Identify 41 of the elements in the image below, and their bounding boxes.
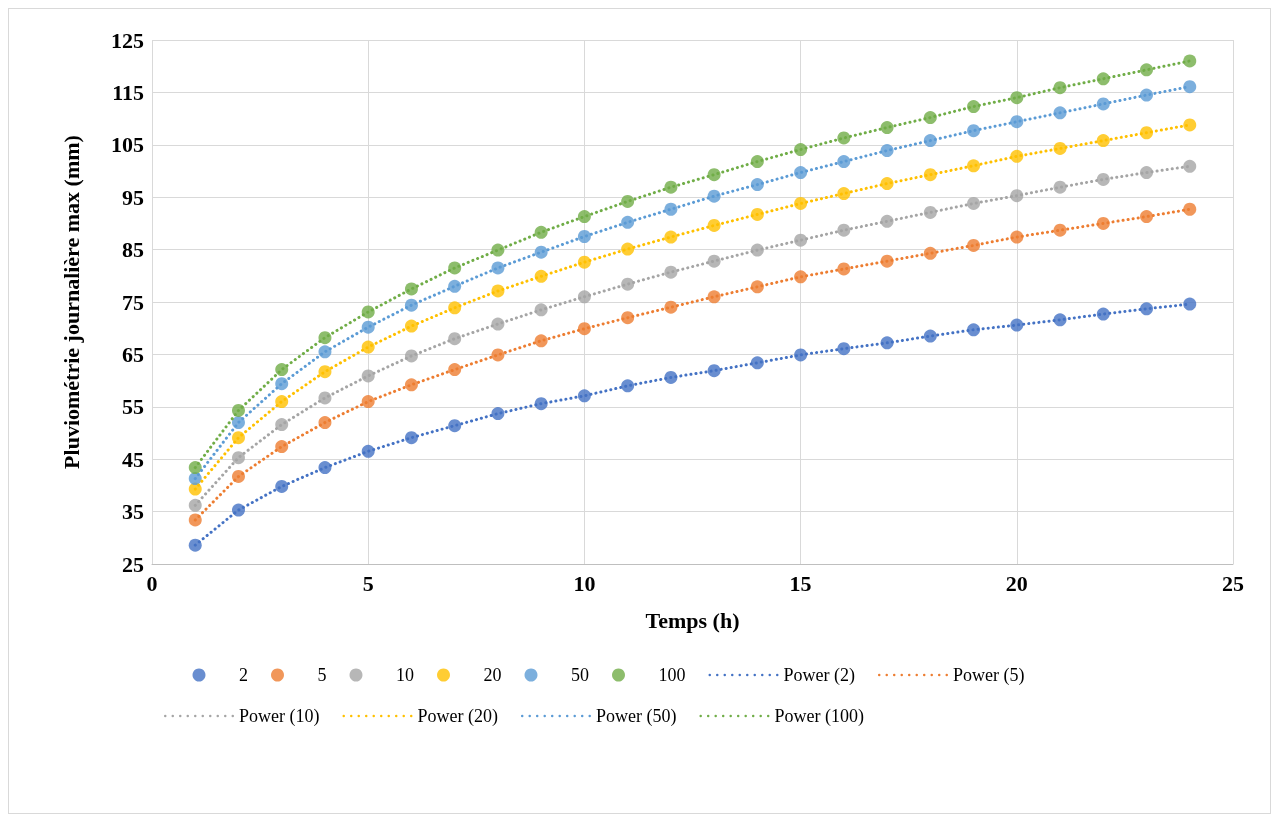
y-tick-label: 105 <box>111 132 144 158</box>
y-axis-title: Pluviométrie journalière max (mm) <box>58 135 84 469</box>
y-tick-label: 85 <box>122 237 144 263</box>
legend-label: Power (20) <box>417 706 498 727</box>
x-tick-label: 15 <box>789 570 812 596</box>
y-tick-label: 115 <box>112 79 144 105</box>
legend-label: 20 <box>483 665 502 685</box>
x-tick-label: 0 <box>146 570 158 596</box>
y-tick-label: 25 <box>122 551 144 577</box>
point <box>707 290 721 304</box>
legend-label: Power (5) <box>952 665 1025 686</box>
point <box>923 246 937 260</box>
legend-label: 10 <box>396 665 414 685</box>
legend-label: 100 <box>658 665 686 685</box>
y-tick-label: 75 <box>122 289 144 315</box>
point <box>1183 54 1197 68</box>
y-tick-label: 95 <box>122 184 144 210</box>
y-tick-label: 65 <box>122 341 144 367</box>
point <box>1183 159 1197 173</box>
y-tick-label: 45 <box>122 446 144 472</box>
x-tick-label: 25 <box>1222 570 1244 596</box>
legend-label: Power (10) <box>239 706 320 727</box>
legend-label: Power (100) <box>774 706 864 727</box>
legend-label: Power (50) <box>595 706 677 727</box>
y-tick-label: 35 <box>122 499 144 525</box>
y-tick-label: 125 <box>111 27 144 53</box>
legend-label: 50 <box>571 665 589 685</box>
point <box>1183 297 1197 311</box>
x-tick-label: 5 <box>362 570 374 596</box>
x-tick-label: 10 <box>573 570 596 596</box>
legend-label: Power (2) <box>783 665 855 686</box>
x-axis-title: Temps (h) <box>645 607 740 633</box>
point <box>1183 202 1197 216</box>
y-tick-label: 55 <box>122 394 144 420</box>
x-tick-label: 20 <box>1005 570 1028 596</box>
point <box>967 196 981 210</box>
point <box>1183 118 1197 132</box>
point <box>1183 80 1197 94</box>
point <box>1010 115 1024 129</box>
legend-label: 2 <box>239 665 248 685</box>
legend-label: 5 <box>317 665 327 685</box>
